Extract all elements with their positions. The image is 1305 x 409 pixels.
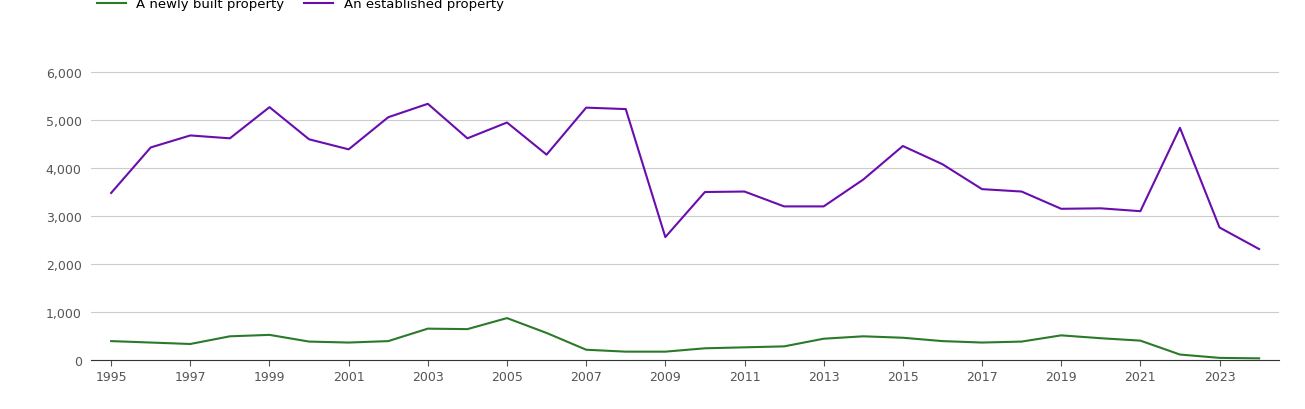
A newly built property xyxy=(183,342,198,346)
A newly built property xyxy=(856,334,872,339)
A newly built property xyxy=(934,339,950,344)
An established property xyxy=(420,102,436,107)
An established property xyxy=(144,146,159,151)
An established property xyxy=(578,106,594,111)
A newly built property xyxy=(144,340,159,345)
A newly built property xyxy=(1014,339,1030,344)
An established property xyxy=(381,115,397,120)
An established property xyxy=(301,137,317,142)
An established property xyxy=(1053,207,1069,212)
A newly built property xyxy=(459,327,475,332)
An established property xyxy=(1094,207,1109,211)
A newly built property xyxy=(301,339,317,344)
A newly built property xyxy=(975,340,990,345)
A newly built property xyxy=(816,337,831,342)
A newly built property xyxy=(262,333,278,337)
A newly built property xyxy=(222,334,238,339)
An established property xyxy=(619,107,634,112)
An established property xyxy=(539,153,555,158)
An established property xyxy=(1014,190,1030,195)
A newly built property xyxy=(658,349,673,354)
An established property xyxy=(1251,247,1267,252)
An established property xyxy=(816,204,831,209)
A newly built property xyxy=(578,347,594,352)
A newly built property xyxy=(1212,355,1228,360)
An established property xyxy=(975,187,990,192)
An established property xyxy=(222,137,238,142)
A newly built property xyxy=(776,344,792,349)
A newly built property xyxy=(1251,356,1267,361)
A newly built property xyxy=(420,326,436,331)
An established property xyxy=(934,162,950,167)
An established property xyxy=(459,137,475,142)
An established property xyxy=(500,121,515,126)
A newly built property xyxy=(895,335,911,340)
Line: An established property: An established property xyxy=(111,105,1259,249)
An established property xyxy=(856,178,872,182)
A newly built property xyxy=(500,316,515,321)
An established property xyxy=(1172,126,1188,131)
An established property xyxy=(895,144,911,149)
An established property xyxy=(183,134,198,139)
An established property xyxy=(1212,225,1228,230)
A newly built property xyxy=(619,349,634,354)
A newly built property xyxy=(1172,352,1188,357)
A newly built property xyxy=(737,345,753,350)
An established property xyxy=(341,148,356,153)
An established property xyxy=(103,191,119,196)
A newly built property xyxy=(103,339,119,344)
A newly built property xyxy=(697,346,713,351)
An established property xyxy=(262,106,278,110)
A newly built property xyxy=(341,340,356,345)
An established property xyxy=(737,190,753,195)
A newly built property xyxy=(1094,336,1109,341)
An established property xyxy=(776,204,792,209)
An established property xyxy=(1133,209,1148,214)
Legend: A newly built property, An established property: A newly built property, An established p… xyxy=(91,0,509,17)
Line: A newly built property: A newly built property xyxy=(111,318,1259,358)
An established property xyxy=(697,190,713,195)
A newly built property xyxy=(539,331,555,336)
An established property xyxy=(658,235,673,240)
A newly built property xyxy=(381,339,397,344)
A newly built property xyxy=(1053,333,1069,338)
A newly built property xyxy=(1133,338,1148,343)
